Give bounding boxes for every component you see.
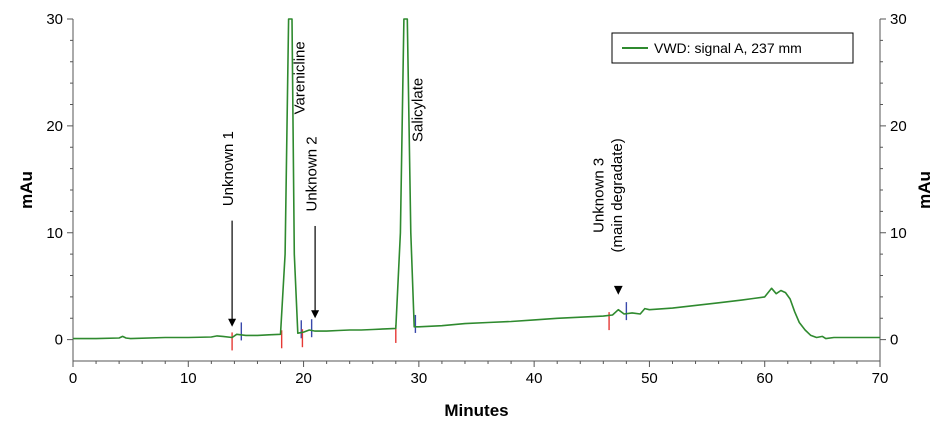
y-axis-title-left: mAu bbox=[17, 171, 36, 209]
x-tick-label: 50 bbox=[641, 370, 658, 387]
legend: VWD: signal A, 237 mm bbox=[611, 32, 854, 64]
series-line bbox=[73, 18, 880, 340]
axes: 0 10 20 30 40 50 60 70 0 0 10 10 20 20 30 30 bbox=[46, 11, 906, 387]
peak-label: Unknown 3 bbox=[590, 158, 607, 233]
legend-box bbox=[611, 32, 854, 64]
y-tick-label-left: 20 bbox=[46, 118, 63, 135]
arrow-head-label: ▼ bbox=[611, 282, 626, 299]
annotations: Unknown 1 Varenicline Unknown 2 Salicylate U… bbox=[220, 41, 626, 327]
y-tick-label-right: 10 bbox=[890, 225, 907, 242]
x-tick-label: 20 bbox=[295, 370, 312, 387]
peak-label: Varenicline bbox=[292, 41, 309, 114]
arrow-head bbox=[228, 318, 237, 327]
arrow-head bbox=[311, 310, 320, 319]
y-axis-title-right: mAu bbox=[915, 171, 934, 209]
x-tick-label: 70 bbox=[872, 370, 889, 387]
y-tick-label-right: 30 bbox=[890, 11, 907, 28]
x-tick-label: 30 bbox=[411, 370, 428, 387]
y-tick-label-right: 20 bbox=[890, 118, 907, 135]
peak-label: Unknown 1 bbox=[220, 131, 237, 206]
y-tick-label-left: 10 bbox=[46, 225, 63, 242]
peak-label: (main degradate) bbox=[609, 138, 626, 252]
trace bbox=[73, 18, 880, 340]
peak-label: Salicylate bbox=[409, 78, 426, 142]
peak-label: Unknown 2 bbox=[303, 136, 320, 211]
x-tick-label: 60 bbox=[756, 370, 773, 387]
y-tick-label-left: 0 bbox=[55, 332, 63, 349]
y-tick-label-right: 0 bbox=[890, 332, 898, 349]
y-tick-label-left: 30 bbox=[46, 11, 63, 28]
x-tick-label: 40 bbox=[526, 370, 543, 387]
legend-label: VWD: signal A, 237 mm bbox=[654, 40, 802, 56]
x-tick-label: 10 bbox=[180, 370, 197, 387]
x-tick-label: 0 bbox=[69, 370, 77, 387]
x-axis-title: Minutes bbox=[444, 401, 508, 420]
